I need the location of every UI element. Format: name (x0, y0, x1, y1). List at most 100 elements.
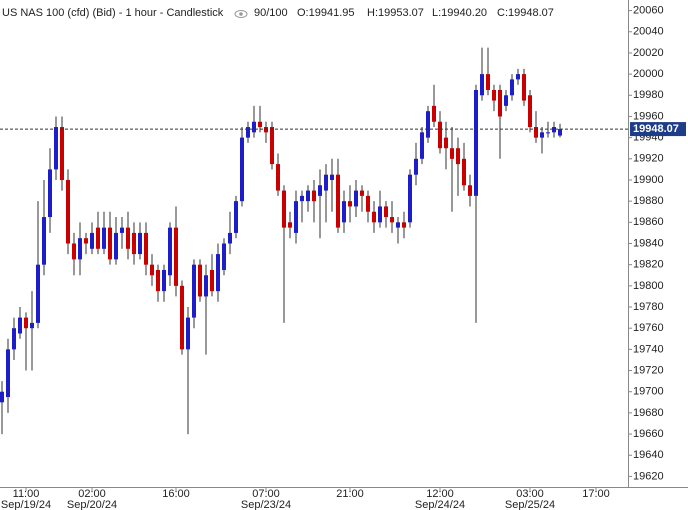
y-tick-label: 19660 (633, 428, 664, 440)
candle-body (108, 227, 112, 260)
candle-body (84, 238, 88, 244)
last-price-label: 19948.07 (633, 123, 679, 135)
candle-body (498, 89, 502, 117)
candle-body (390, 217, 394, 223)
candle-body (54, 127, 58, 170)
y-tick-label: 20020 (633, 47, 664, 59)
indicator: 90/100 (254, 7, 288, 19)
x-tick-label: 11:00 (13, 488, 40, 500)
candle-body (456, 148, 460, 165)
candle-body (78, 238, 82, 260)
candle-body (144, 232, 148, 265)
candle-body (162, 269, 166, 292)
candle-body (18, 317, 22, 334)
candle-body (276, 164, 280, 191)
candle-body (474, 89, 478, 196)
candle-body (234, 201, 238, 233)
candle-body (150, 264, 154, 276)
candle-body (294, 201, 298, 233)
candle-body (330, 174, 334, 180)
candle-body (462, 158, 466, 186)
candle-body (558, 129, 562, 136)
x-tick-date: Sep/19/24 (1, 499, 51, 510)
candle-body (174, 227, 178, 286)
candle-body (114, 232, 118, 260)
last-price-box (630, 122, 686, 137)
candle-body (468, 185, 472, 196)
candle-body (300, 195, 304, 202)
candle-body (198, 264, 202, 297)
candle-body (522, 74, 526, 101)
candle-body (360, 190, 364, 196)
x-tick-date: Sep/20/24 (67, 499, 117, 510)
x-tick-label: 21:00 (336, 488, 364, 500)
candle-body (318, 185, 322, 196)
candle-body (420, 132, 424, 159)
candle-body (246, 127, 250, 138)
candle-body (288, 222, 292, 228)
y-tick-label: 19880 (633, 195, 664, 207)
y-tick-label: 19760 (633, 322, 664, 334)
y-tick-label: 19720 (633, 364, 664, 376)
y-tick-label: 19640 (633, 449, 664, 461)
candle-body (126, 227, 130, 249)
candle-body (120, 227, 124, 233)
candle-body (324, 174, 328, 191)
candle-body (384, 206, 388, 218)
y-tick-label: 19960 (633, 110, 664, 122)
candle-body (366, 195, 370, 212)
candle-body (528, 95, 532, 128)
y-tick-label: 19620 (633, 470, 664, 482)
candle-body (306, 190, 310, 202)
candle-body (168, 227, 172, 276)
x-tick-date: Sep/23/24 (241, 499, 291, 510)
ohlc-low: L:19940.20 (432, 7, 487, 19)
candle-body (372, 211, 376, 223)
eye-icon (234, 10, 248, 18)
y-tick-label: 19840 (633, 237, 664, 249)
candle-body (492, 89, 496, 101)
candle-body (402, 222, 406, 228)
ohlc-open: O:19941.95 (297, 7, 355, 19)
candle-body (348, 201, 352, 207)
candle-body (222, 243, 226, 270)
y-tick-label: 19820 (633, 259, 664, 271)
y-tick-label: 19860 (633, 216, 664, 228)
x-tick-date: Sep/24/24 (415, 499, 465, 510)
chart-title: US NAS 100 (cfd) (Bid) - 1 hour - Candle… (2, 7, 224, 19)
candle-body (546, 132, 550, 134)
candle-body (432, 105, 436, 122)
candle-body (282, 190, 286, 228)
candle-body (42, 217, 46, 265)
candle-body (90, 232, 94, 249)
candle-body (240, 137, 244, 202)
candle-body (408, 174, 412, 223)
candle-body (132, 232, 136, 255)
candle-body (486, 74, 490, 90)
candle-body (204, 275, 208, 297)
candle-body (450, 148, 454, 159)
candle-body (396, 222, 400, 228)
candle-body (354, 190, 358, 207)
y-tick-label: 19780 (633, 301, 664, 313)
candle-body (342, 201, 346, 223)
candle-body (66, 179, 70, 244)
x-tick-label: 12:00 (426, 488, 454, 500)
candle-body (438, 121, 442, 149)
x-tick-date: Sep/25/24 (505, 499, 555, 510)
candle-body (414, 158, 418, 175)
candle-body (96, 227, 100, 249)
candle-body (138, 232, 142, 255)
x-tick-label: 02:00 (78, 488, 106, 500)
y-tick-label: 19680 (633, 407, 664, 419)
x-tick-label: 17:00 (582, 488, 610, 500)
x-tick-label: 16:00 (162, 488, 190, 500)
candle-body (312, 190, 316, 202)
candle-body (36, 264, 40, 323)
candle-body (156, 269, 160, 292)
candle-body (6, 349, 10, 398)
candle-body (216, 254, 220, 292)
y-tick-label: 19800 (633, 280, 664, 292)
candle-body (480, 74, 484, 96)
candle-body (60, 127, 64, 180)
